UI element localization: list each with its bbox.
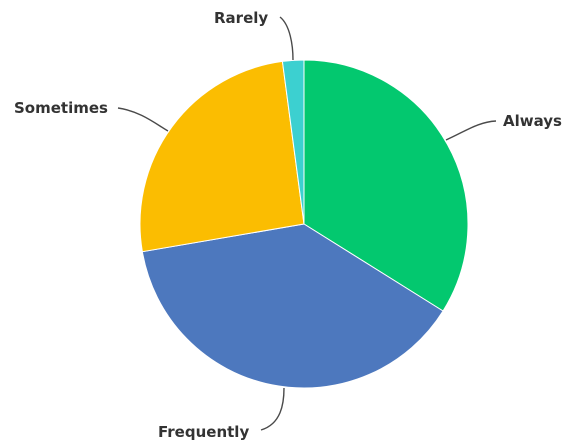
leader-line-rarely bbox=[280, 17, 293, 60]
pie-slices bbox=[140, 60, 468, 388]
slice-label-frequently: Frequently bbox=[158, 423, 249, 441]
leader-line-always bbox=[446, 121, 496, 140]
slice-label-sometimes: Sometimes bbox=[14, 99, 108, 117]
leader-line-sometimes bbox=[118, 108, 168, 131]
slice-label-always: Always bbox=[503, 112, 562, 130]
pie-slice-sometimes bbox=[140, 61, 304, 251]
slice-label-rarely: Rarely bbox=[214, 9, 268, 27]
leader-line-frequently bbox=[261, 388, 284, 430]
